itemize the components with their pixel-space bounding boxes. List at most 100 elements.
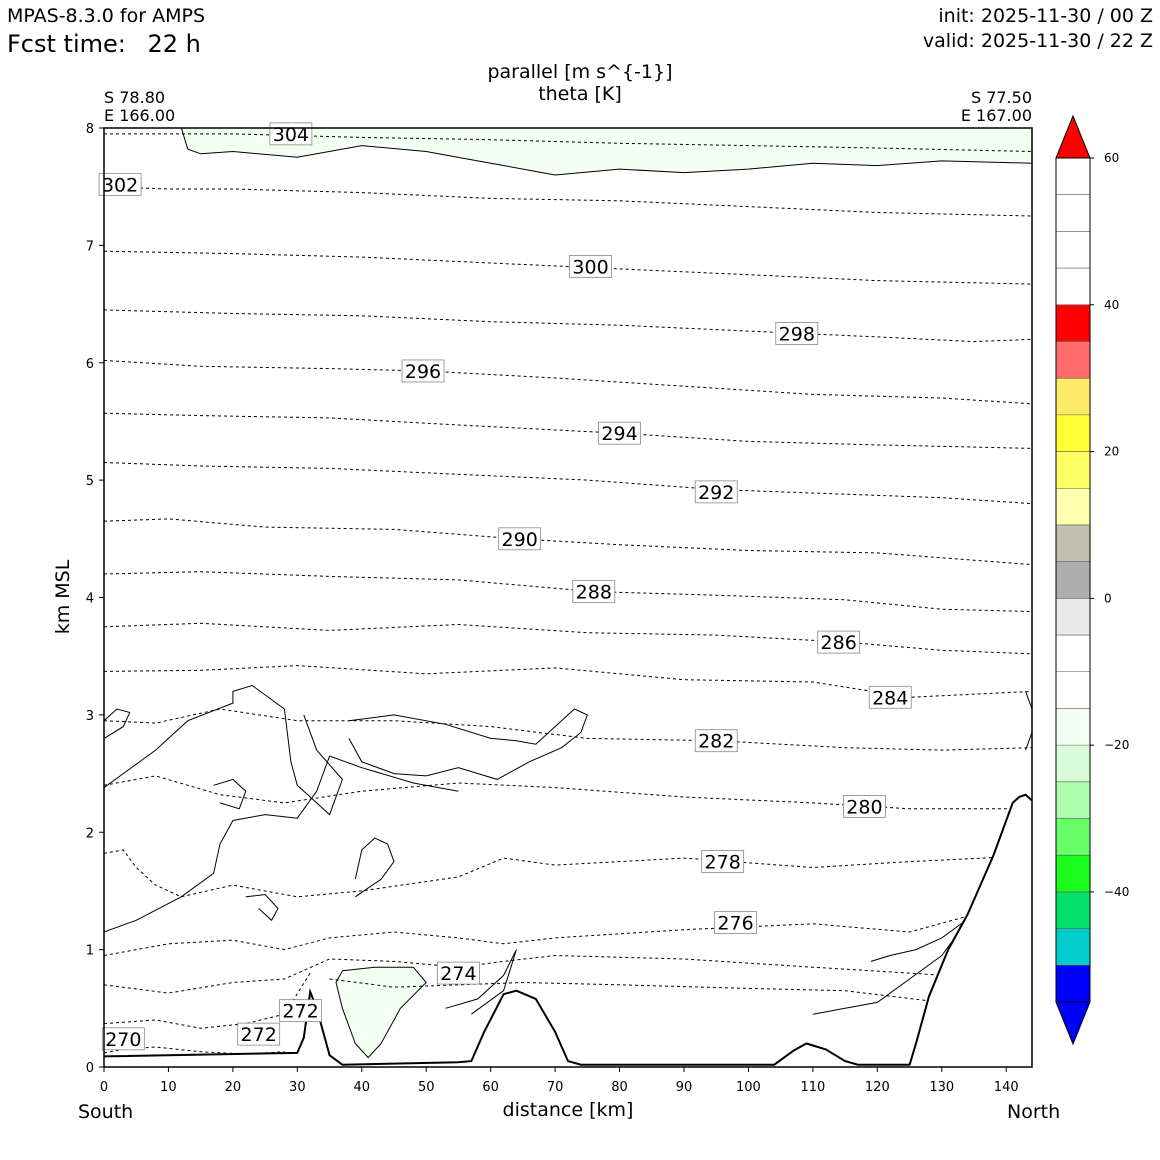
wind-contour-6: [213, 778, 247, 810]
colorbar-tick-label: 40: [1104, 298, 1119, 312]
theta-label-288-10: 288: [572, 580, 616, 604]
theta-label-290-11: 290: [498, 527, 542, 551]
theta-label-box: [437, 961, 480, 985]
wind-contour-8: [245, 893, 279, 922]
x-tick-label: 100: [736, 1080, 761, 1095]
x-tick-label: 90: [676, 1080, 693, 1095]
theta-label-294-13: 294: [598, 421, 641, 445]
theta-label-text: 284: [872, 687, 908, 709]
theta-label-text: 294: [601, 423, 637, 445]
theta-label-296-14: 296: [401, 359, 445, 383]
end-lat: S 77.50: [970, 88, 1032, 107]
colorbar-segment: [1056, 524, 1090, 562]
end-point: S 77.50 E 167.00: [961, 89, 1032, 125]
wind-contour-0: [180, 128, 1032, 176]
wind-contour-layer: [104, 128, 1032, 1059]
theta-label-272-2: 272: [279, 999, 322, 1023]
theta-label-box: [775, 322, 819, 345]
theta-label-box: [694, 480, 738, 504]
theta-contour-294-13: [104, 412, 1032, 449]
theta-label-text: 302: [102, 174, 138, 196]
theta-label-276-4: 276: [714, 911, 757, 935]
terrain-fill: [104, 794, 1032, 1067]
theta-contour-288-10: [104, 571, 1032, 613]
end-lon: E 167.00: [960, 106, 1032, 125]
colorbar-tick-label: −20: [1104, 738, 1129, 752]
theta-label-box: [498, 527, 542, 551]
colorbar-segment: [1056, 635, 1090, 672]
theta-contour-292-12: [104, 462, 1032, 505]
theta-contour-304-18: [104, 133, 1032, 152]
wind-contour-2: [104, 684, 343, 816]
forecast-time-label: Fcst time:: [7, 30, 126, 58]
colorbar-tick-label: 0: [1104, 591, 1112, 605]
colorbar-segment: [1056, 855, 1090, 892]
colorbar-segment: [1056, 965, 1090, 1002]
theta-label-282-7: 282: [694, 729, 738, 753]
theta-label-text: 290: [502, 529, 538, 551]
theta-label-text: 292: [698, 482, 734, 504]
theta-contour-282-7: [104, 708, 1032, 751]
y-tick-label: 2: [86, 826, 94, 841]
theta-label-text: 276: [717, 913, 753, 935]
model-name: MPAS-8.3.0 for AMPS: [7, 5, 206, 27]
theta-label-298-15: 298: [775, 322, 819, 345]
plot-frame: [103, 127, 1033, 1068]
start-point: S 78.80 E 166.00: [104, 89, 175, 125]
x-right-label: North: [1007, 1101, 1061, 1123]
colorbar-segment: [1056, 341, 1090, 379]
theta-label-box: [868, 685, 912, 709]
colorbar-frame: [1055, 157, 1091, 1003]
theta-label-text: 270: [105, 1029, 141, 1051]
colorbar-segment: [1056, 378, 1090, 415]
theta-label-text: 288: [576, 582, 612, 604]
colorbar-segment: [1056, 488, 1090, 525]
theta-label-box: [598, 421, 641, 445]
init-time: init: 2025-11-30 / 00 Z: [938, 5, 1153, 27]
theta-label-box: [817, 630, 861, 654]
theta-label-286-9: 286: [817, 630, 861, 654]
y-tick-label: 5: [86, 474, 94, 489]
colorbar-segment: [1056, 451, 1090, 489]
colorbar-segment: [1056, 671, 1090, 709]
theta-contour-276-4: [104, 898, 1032, 956]
colorbar-segment: [1056, 745, 1090, 782]
colorbar-over-arrow: [1055, 114, 1091, 159]
theta-label-302-17: 302: [98, 172, 142, 196]
valid-time: valid: 2025-11-30 / 22 Z: [922, 30, 1153, 52]
colorbar-segment: [1056, 561, 1090, 599]
theta-label-284-8: 284: [868, 685, 912, 709]
wind-contour-11: [870, 913, 975, 962]
x-tick-label: 130: [929, 1080, 954, 1095]
theta-label-box: [714, 911, 757, 935]
x-tick-label: 110: [800, 1080, 825, 1095]
colorbar-under-arrow: [1055, 1001, 1091, 1046]
x-tick-label: 20: [225, 1080, 242, 1095]
theta-label-text: 272: [241, 1024, 277, 1046]
start-lon: E 166.00: [104, 106, 176, 125]
x-tick-label: 30: [289, 1080, 306, 1095]
x-axis-ticks: 0 10 20 30 40 50 60 70 80 90 100 110 120 130 140: [100, 1067, 1019, 1095]
colorbar: −40 −20 0 20 40 60: [1055, 114, 1129, 1046]
y-tick-label: 0: [86, 1061, 94, 1076]
theta-label-text: 286: [821, 632, 857, 654]
theta-label-box: [101, 1027, 145, 1051]
theta-label-box: [401, 359, 445, 383]
forecast-time: Fcst time: 22 h: [7, 30, 201, 58]
theta-label-text: 282: [698, 731, 734, 753]
theta-label-274-3: 274: [437, 961, 480, 985]
theta-contour-272-2: [329, 978, 1032, 1009]
theta-label-text: 296: [405, 361, 441, 383]
colorbar-tick-label: 60: [1104, 151, 1119, 165]
wind-contour-9: [445, 949, 517, 1015]
colorbar-segment: [1056, 781, 1090, 819]
x-tick-label: 60: [482, 1080, 499, 1095]
theta-contour-298-15: [104, 309, 1032, 343]
y-tick-label: 4: [86, 592, 94, 607]
theta-contour-layer: [104, 133, 1032, 1055]
x-tick-label: 70: [547, 1080, 564, 1095]
forecast-time-value: 22 h: [147, 30, 201, 58]
theta-label-280-6: 280: [843, 795, 886, 818]
theta-contour-300-16: [104, 250, 1032, 285]
theta-label-304-18: 304: [269, 122, 313, 146]
